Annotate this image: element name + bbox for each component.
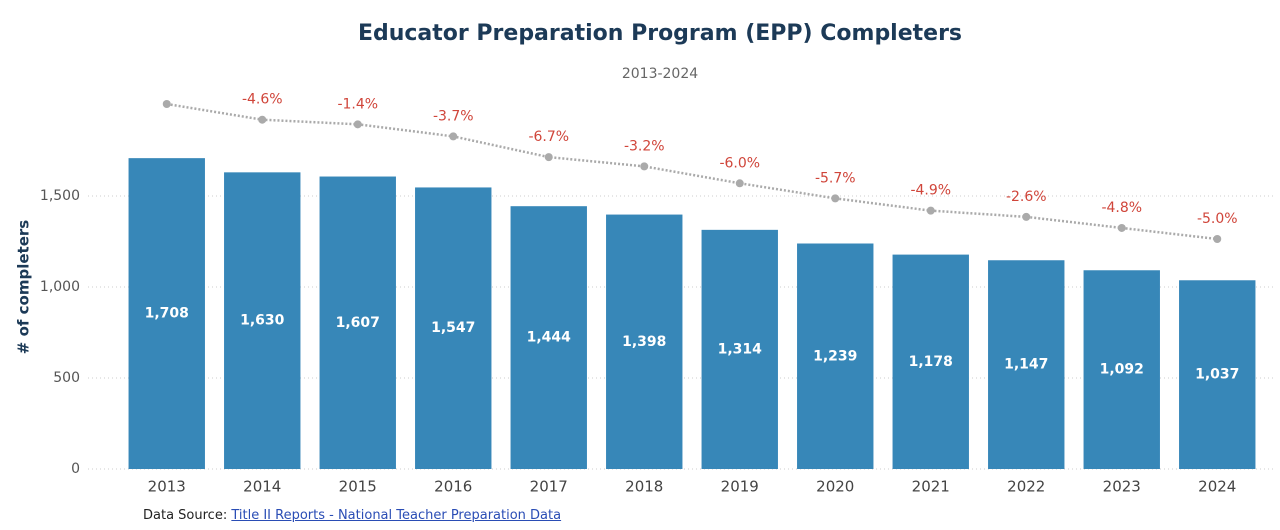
source-link[interactable]: Title II Reports - National Teacher Prep… [231, 508, 562, 523]
change-label: -3.2% [624, 138, 665, 154]
change-label: -4.6% [242, 92, 283, 108]
x-tick-label: 2020 [816, 478, 854, 496]
bar [128, 158, 205, 470]
bar-value-label: 1,398 [622, 334, 666, 350]
trend-point [544, 153, 553, 162]
chart-subtitle: 2013-2024 [622, 66, 698, 82]
bar [224, 172, 301, 469]
change-label: -1.4% [337, 96, 378, 112]
bar [797, 243, 874, 469]
bar-value-label: 1,314 [718, 341, 763, 357]
bar-value-label: 1,178 [909, 354, 953, 370]
change-label: -6.7% [528, 129, 569, 145]
bar [701, 229, 778, 469]
bar [510, 206, 587, 469]
change-label: -5.7% [815, 170, 856, 186]
bar [1179, 280, 1256, 469]
x-tick-label: 2015 [339, 478, 377, 496]
x-tick-label: 2024 [1198, 478, 1236, 496]
trend-point [1117, 223, 1126, 232]
bar-value-label: 1,092 [1100, 362, 1144, 378]
x-tick-label: 2022 [1007, 478, 1045, 496]
change-label: -3.7% [433, 108, 474, 124]
bar [892, 254, 969, 469]
bar-value-label: 1,239 [813, 348, 857, 364]
trend-line [166, 102, 1218, 241]
bar [1083, 270, 1160, 469]
y-tick-label: 1,000 [40, 279, 80, 295]
x-tick-label: 2017 [530, 478, 568, 496]
change-label: -2.6% [1006, 189, 1047, 205]
trend-point [258, 115, 267, 124]
bar-value-label: 1,037 [1195, 367, 1239, 383]
change-label: -4.8% [1101, 200, 1142, 216]
x-tick-label: 2014 [243, 478, 281, 496]
y-axis-title: # of completers [15, 220, 33, 354]
trend-point [449, 132, 458, 141]
bar-value-label: 1,547 [431, 320, 475, 336]
trend-point [640, 162, 649, 171]
bar-value-label: 1,444 [527, 330, 572, 346]
trend-point [162, 99, 171, 108]
bar-value-label: 1,147 [1004, 357, 1048, 373]
bar-value-label: 1,630 [240, 313, 285, 329]
y-tick-label: 500 [53, 370, 80, 386]
data-source: Data Source: Title II Reports - National… [143, 508, 561, 523]
x-tick-label: 2018 [625, 478, 663, 496]
bar [319, 176, 396, 469]
x-tick-label: 2023 [1103, 478, 1141, 496]
bar [415, 187, 492, 470]
trend-point [1213, 235, 1222, 244]
y-tick-label: 1,500 [40, 188, 80, 204]
trend-point [831, 194, 840, 203]
bar [606, 214, 683, 469]
trend-point [926, 206, 935, 215]
trend-point [353, 120, 362, 129]
x-tick-label: 2021 [912, 478, 950, 496]
x-tick-label: 2016 [434, 478, 472, 496]
trend-point [735, 179, 744, 188]
change-label: -6.0% [719, 155, 760, 171]
x-tick-label: 2019 [721, 478, 759, 496]
change-label: -5.0% [1197, 211, 1238, 227]
bar-value-label: 1,708 [145, 306, 189, 322]
change-label: -4.9% [910, 183, 951, 199]
bar-value-label: 1,607 [336, 315, 380, 331]
chart-title: Educator Preparation Program (EPP) Compl… [358, 21, 962, 46]
bar [988, 260, 1065, 469]
source-prefix: Data Source: [143, 508, 228, 523]
y-tick-label: 0 [71, 461, 80, 477]
trend-point [1022, 212, 1031, 221]
x-tick-label: 2013 [148, 478, 186, 496]
